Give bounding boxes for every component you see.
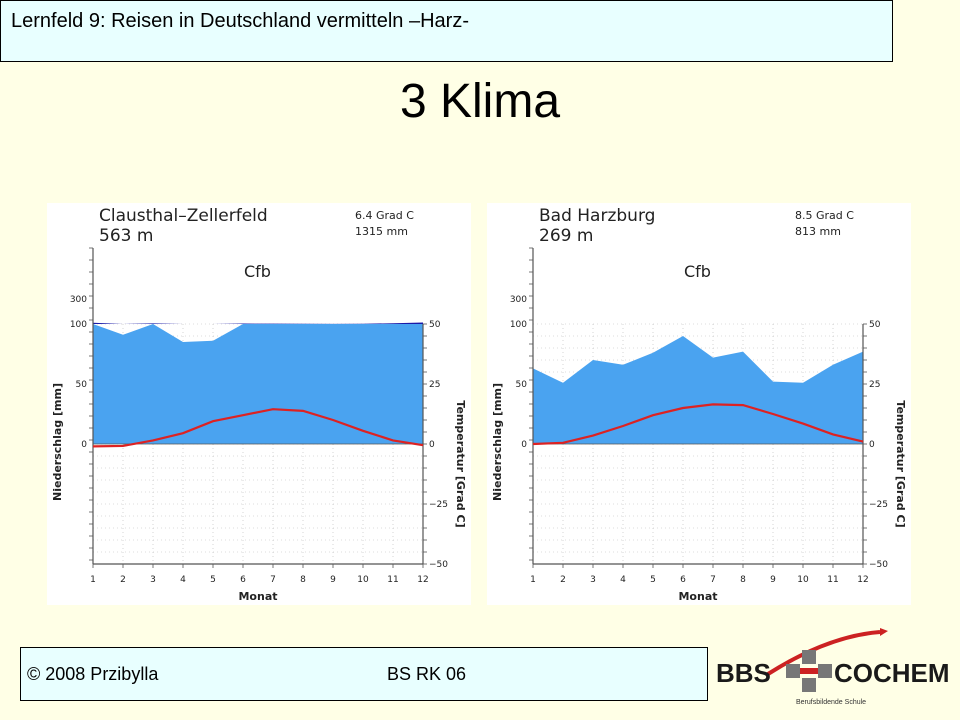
month-label: 11	[827, 575, 838, 585]
precip-tick-label: 300	[70, 295, 87, 305]
temp-tick-label: 0	[429, 440, 435, 450]
temp-tick-label: 0	[869, 440, 875, 450]
temp-tick-label: 50	[869, 320, 881, 330]
precip-tick-label: 0	[81, 440, 87, 450]
month-label: 2	[120, 575, 126, 585]
mean-temperature: 8.5 Grad C	[795, 209, 854, 222]
footer-copyright: © 2008 Przibylla	[27, 664, 159, 684]
station-elevation: 269 m	[539, 226, 593, 246]
month-label: 7	[270, 575, 276, 585]
precipitation-humid-band	[153, 323, 183, 324]
precipitation-humid-band	[93, 322, 123, 324]
right-axis-label: Temperatur [Grad C]	[454, 400, 467, 527]
temp-tick-label: −25	[429, 500, 448, 510]
precipitation-humid-band	[363, 323, 393, 324]
temp-tick-label: 50	[429, 320, 441, 330]
mean-temperature: 6.4 Grad C	[355, 209, 414, 222]
month-label: 4	[180, 575, 186, 585]
month-label: 3	[150, 575, 156, 585]
month-label: 5	[210, 575, 216, 585]
month-label: 6	[680, 575, 686, 585]
precip-tick-label: 100	[510, 320, 527, 330]
temperature-line	[532, 403, 864, 446]
month-label: 1	[90, 575, 96, 585]
month-label: 10	[797, 575, 809, 585]
month-label: 3	[590, 575, 596, 585]
bbs-cochem-logo: BBS COCHEM Berufsbildende Schule	[708, 626, 960, 710]
month-label: 9	[770, 575, 776, 585]
x-axis-label: Monat	[238, 590, 277, 603]
logo-cross-right	[818, 664, 832, 678]
climate-chart-clausthal: Clausthal–Zellerfeld 563 m 6.4 Grad C 1315 …	[47, 203, 471, 605]
month-label: 7	[710, 575, 716, 585]
precip-tick-label: 300	[510, 295, 527, 305]
month-label: 5	[650, 575, 656, 585]
header-title: Lernfeld 9: Reisen in Deutschland vermit…	[11, 10, 469, 32]
slide-title: 3 Klima	[399, 75, 561, 128]
precipitation-area	[93, 324, 423, 444]
logo-cross-left	[786, 664, 800, 678]
month-label: 10	[357, 575, 369, 585]
logo-arrow-head	[880, 628, 888, 636]
month-label: 8	[300, 575, 306, 585]
month-label: 2	[560, 575, 566, 585]
footer-code: BS RK 06	[387, 664, 467, 684]
temp-tick-label: −50	[869, 560, 888, 570]
left-axis-label: Niederschlag [mm]	[51, 383, 64, 501]
precip-tick-label: 50	[516, 380, 528, 390]
climate-chart-bad-harzburg: Bad Harzburg 269 m 8.5 Grad C 813 mm Cfb 300 1…	[487, 203, 911, 605]
bbs-cochem-logo-graphic: BBS COCHEM Berufsbildende Schule	[716, 628, 950, 706]
x-axis-label: Monat	[678, 590, 717, 603]
footer-box: © 2008 Przibylla BS RK 06	[20, 647, 708, 701]
precipitation-humid-band	[393, 322, 423, 324]
annual-precipitation: 1315 mm	[355, 225, 408, 238]
climate-class: Cfb	[244, 262, 271, 281]
logo-left-text: BBS	[716, 658, 771, 688]
precip-tick-label: 0	[521, 440, 527, 450]
month-label: 8	[740, 575, 746, 585]
month-label: 12	[857, 575, 868, 585]
temp-tick-label: 25	[429, 380, 440, 390]
climate-class: Cfb	[684, 262, 711, 281]
month-label: 1	[530, 575, 536, 585]
logo-arrow-shaft	[766, 630, 881, 676]
left-axis-label: Niederschlag [mm]	[491, 383, 504, 501]
station-name: Clausthal–Zellerfeld	[99, 206, 268, 226]
logo-cross-center	[800, 668, 818, 674]
temperature-line	[92, 408, 424, 448]
month-label: 11	[387, 575, 398, 585]
precipitation-humid-band	[123, 323, 153, 324]
station-elevation: 563 m	[99, 226, 153, 246]
month-label: 12	[417, 575, 428, 585]
precip-tick-label: 100	[70, 320, 87, 330]
header-title-box: Lernfeld 9: Reisen in Deutschland vermit…	[0, 0, 893, 62]
logo-cross-top	[802, 650, 816, 664]
station-name: Bad Harzburg	[539, 206, 655, 226]
logo-right-text: COCHEM	[834, 658, 950, 688]
right-axis-label: Temperatur [Grad C]	[894, 400, 907, 527]
logo-cross-bottom	[802, 678, 816, 692]
month-label: 4	[620, 575, 626, 585]
logo-sub-text: Berufsbildende Schule	[796, 699, 866, 706]
temp-tick-label: −50	[429, 560, 448, 570]
temp-tick-label: −25	[869, 500, 888, 510]
month-label: 9	[330, 575, 336, 585]
annual-precipitation: 813 mm	[795, 225, 841, 238]
temp-tick-label: 25	[869, 380, 880, 390]
month-label: 6	[240, 575, 246, 585]
precip-tick-label: 50	[76, 380, 88, 390]
